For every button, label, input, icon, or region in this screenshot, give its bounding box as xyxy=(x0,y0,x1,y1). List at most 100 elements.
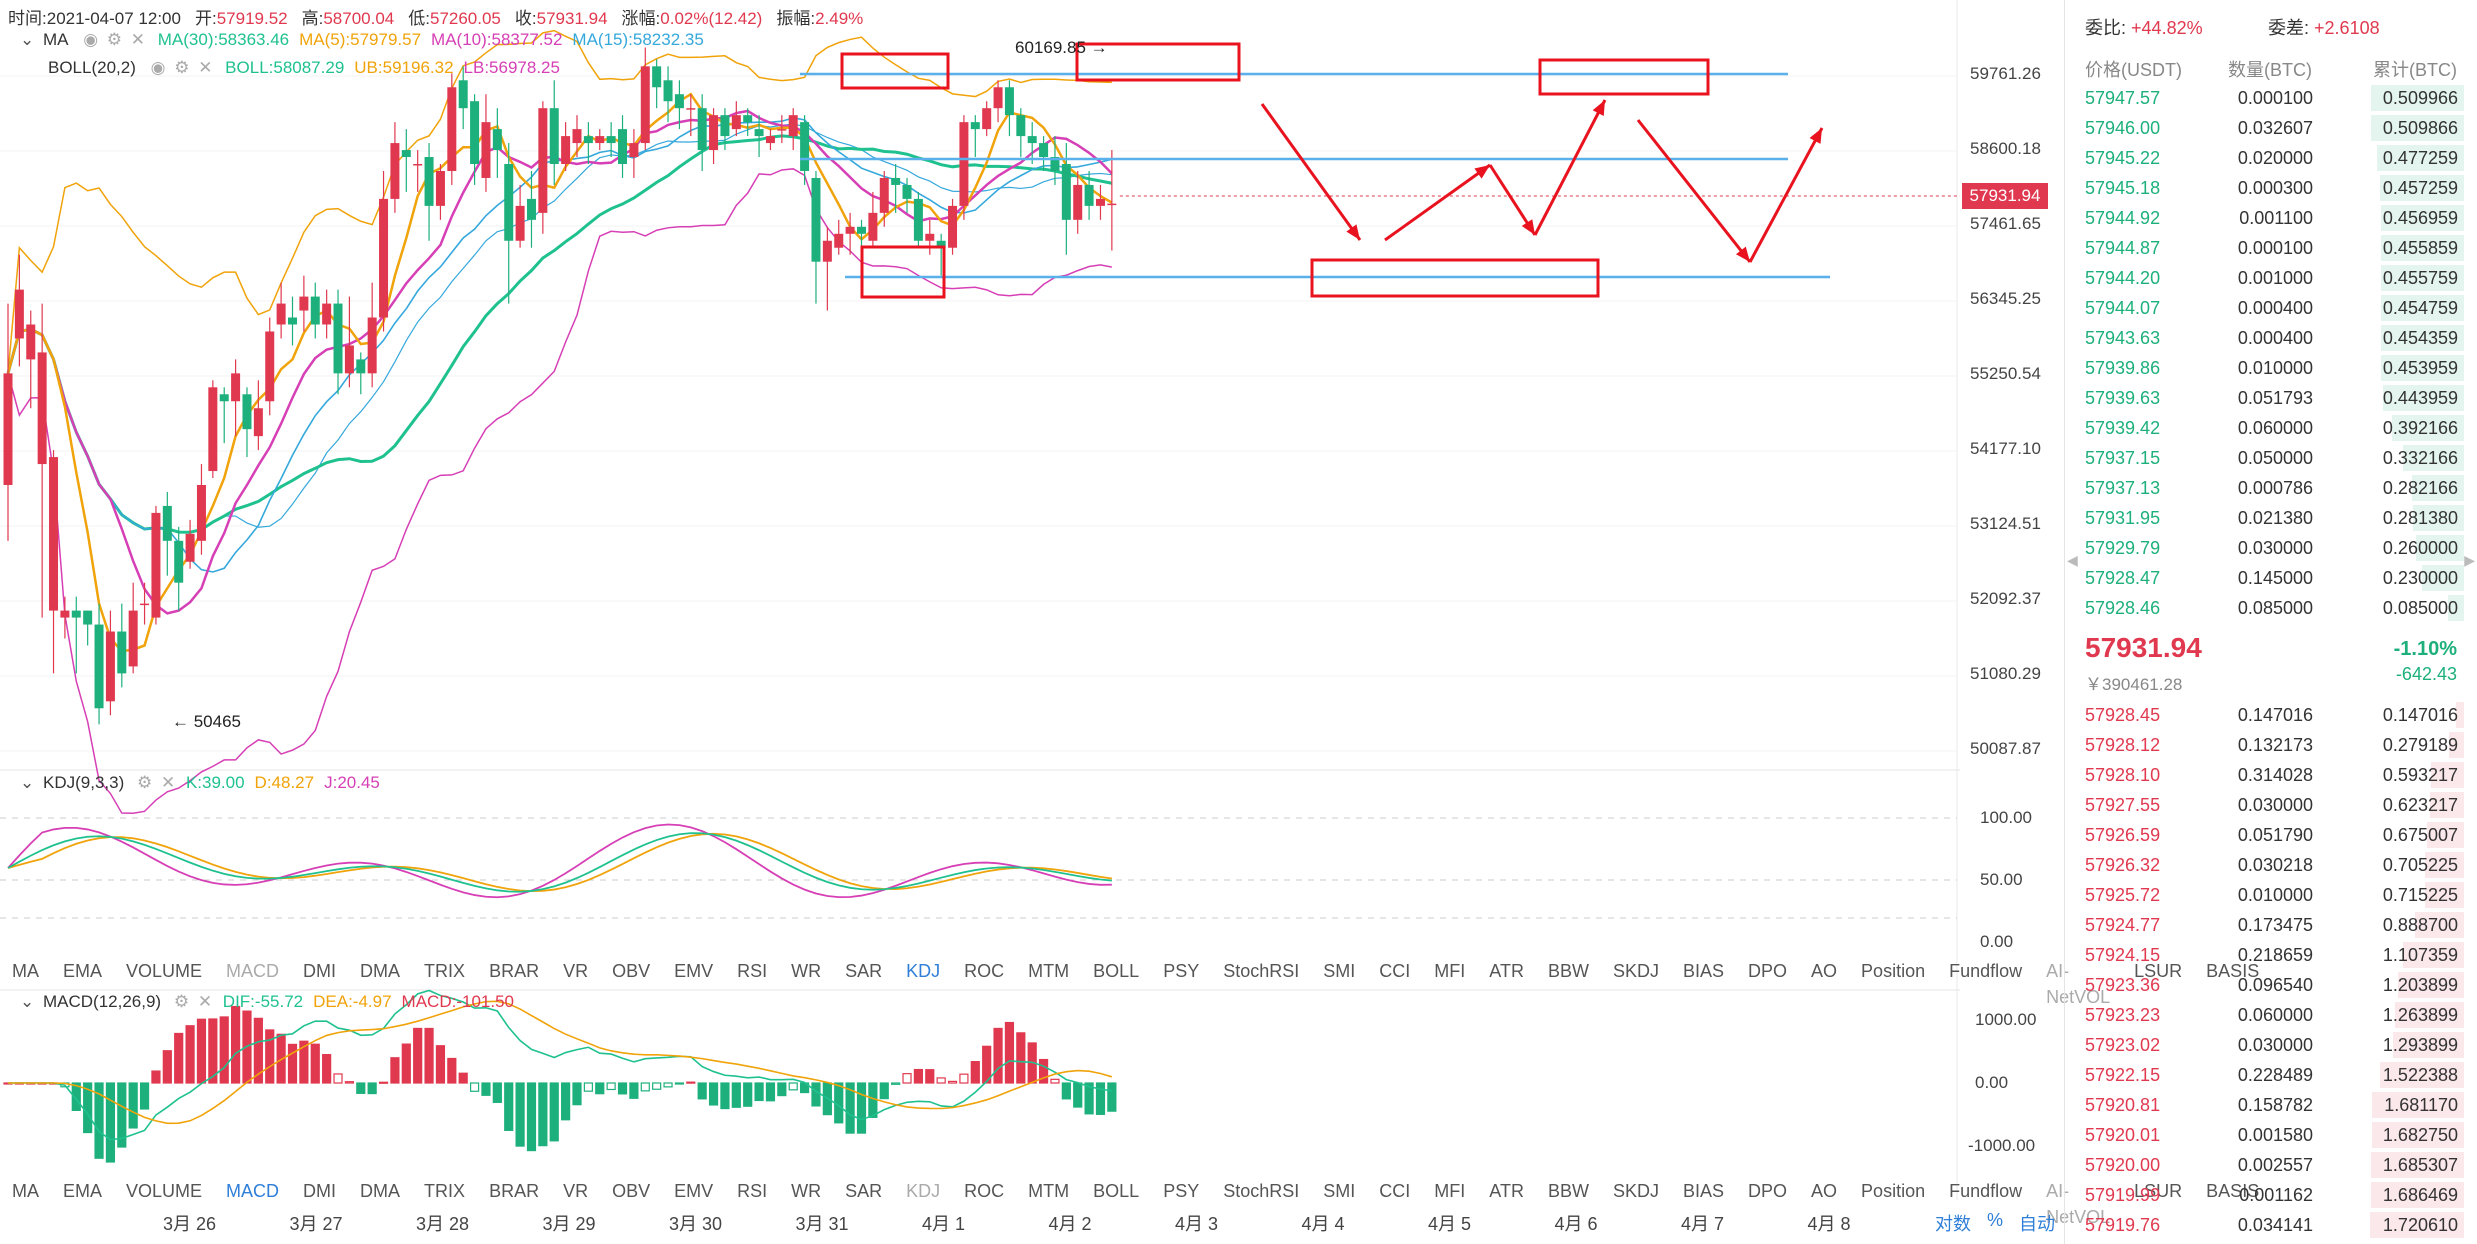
orderbook-row[interactable]: 57919.99 0.001162 1.686469 xyxy=(2065,1180,2477,1210)
orderbook-row[interactable]: 57947.57 0.000100 0.509966 xyxy=(2065,83,2477,113)
orderbook-row[interactable]: 57944.20 0.001000 0.455759 xyxy=(2065,263,2477,293)
orderbook-row[interactable]: 57928.47 0.145000 0.230000 xyxy=(2065,563,2477,593)
tab-brar[interactable]: BRAR xyxy=(489,1181,540,1201)
tab-stochrsi[interactable]: StochRSI xyxy=(1223,1181,1300,1201)
orderbook-row[interactable]: 57929.79 0.030000 0.260000 xyxy=(2065,533,2477,563)
tab-roc[interactable]: ROC xyxy=(964,1181,1005,1201)
tab-atr[interactable]: ATR xyxy=(1489,1181,1524,1201)
tab-brar[interactable]: BRAR xyxy=(489,961,540,981)
orderbook-row[interactable]: 57922.15 0.228489 1.522388 xyxy=(2065,1060,2477,1090)
tab-trix[interactable]: TRIX xyxy=(424,961,466,981)
tab-rsi[interactable]: RSI xyxy=(737,1181,768,1201)
tab-vr[interactable]: VR xyxy=(563,961,589,981)
tab-macd[interactable]: MACD xyxy=(226,961,280,981)
tab-cci[interactable]: CCI xyxy=(1379,961,1411,981)
orderbook-row[interactable]: 57920.01 0.001580 1.682750 xyxy=(2065,1120,2477,1150)
tab-bbw[interactable]: BBW xyxy=(1547,1181,1589,1201)
tab-bias[interactable]: BIAS xyxy=(1682,1181,1725,1201)
indicator-tabs-top[interactable]: MA EMA VOLUME MACD DMI DMA TRIX BRAR VR OBV EMV RSI… xyxy=(0,958,2259,1007)
close-icon[interactable]: ✕ xyxy=(160,773,176,792)
collapse-chevron-icon[interactable]: ⌄ xyxy=(20,992,35,1011)
tab-ema[interactable]: EMA xyxy=(63,961,103,981)
orderbook-row[interactable]: 57946.00 0.032607 0.509866 xyxy=(2065,113,2477,143)
tab-wr[interactable]: WR xyxy=(791,1181,822,1201)
tab-trix[interactable]: TRIX xyxy=(424,1181,466,1201)
tab-boll[interactable]: BOLL xyxy=(1093,1181,1140,1201)
tab-emv[interactable]: EMV xyxy=(674,961,714,981)
orderbook-row[interactable]: 57944.92 0.001100 0.456959 xyxy=(2065,203,2477,233)
tab-dmi[interactable]: DMI xyxy=(303,961,337,981)
tab-roc[interactable]: ROC xyxy=(964,961,1005,981)
tab-psy[interactable]: PSY xyxy=(1163,961,1200,981)
tab-basis[interactable]: BASIS xyxy=(2206,961,2260,981)
tab-emv[interactable]: EMV xyxy=(674,1181,714,1201)
indicator-tabs-bottom[interactable]: MA EMA VOLUME MACD DMI DMA TRIX BRAR VR OBV EMV RSI… xyxy=(0,1178,2259,1227)
orderbook-row[interactable]: 57920.00 0.002557 1.685307 xyxy=(2065,1150,2477,1180)
eye-icon[interactable]: ◉ xyxy=(83,30,99,49)
orderbook-row[interactable]: 57926.59 0.051790 0.675007 xyxy=(2065,820,2477,850)
orderbook-row[interactable]: 57939.86 0.010000 0.453959 xyxy=(2065,353,2477,383)
tab-skdj[interactable]: SKDJ xyxy=(1612,1181,1659,1201)
tab-sar[interactable]: SAR xyxy=(845,961,883,981)
orderbook-row[interactable]: 57926.32 0.030218 0.705225 xyxy=(2065,850,2477,880)
tab-obv[interactable]: OBV xyxy=(612,961,651,981)
orderbook-row[interactable]: 57944.07 0.000400 0.454759 xyxy=(2065,293,2477,323)
orderbook-row[interactable]: 57943.63 0.000400 0.454359 xyxy=(2065,323,2477,353)
close-icon[interactable]: ✕ xyxy=(198,58,213,77)
tab-ai-netvol[interactable]: AI-NetVOL xyxy=(2046,961,2111,1007)
tab-boll[interactable]: BOLL xyxy=(1093,961,1140,981)
orderbook-row[interactable]: 57924.15 0.218659 1.107359 xyxy=(2065,940,2477,970)
close-icon[interactable]: ✕ xyxy=(197,992,213,1011)
tab-fundflow[interactable]: Fundflow xyxy=(1949,961,2023,981)
orderbook-row[interactable]: 57931.95 0.021380 0.281380 xyxy=(2065,503,2477,533)
tab-dmi[interactable]: DMI xyxy=(303,1181,337,1201)
tab-smi[interactable]: SMI xyxy=(1323,1181,1356,1201)
orderbook-row[interactable]: 57924.77 0.173475 0.888700 xyxy=(2065,910,2477,940)
tab-ao[interactable]: AO xyxy=(1811,961,1838,981)
tab-basis[interactable]: BASIS xyxy=(2206,1181,2260,1201)
settings-gear-icon[interactable]: ⚙ xyxy=(106,30,123,49)
percent-scale-button[interactable]: % xyxy=(1987,1210,2004,1230)
collapse-left-arrow-icon[interactable]: ◀ xyxy=(2067,552,2078,568)
tab-fundflow[interactable]: Fundflow xyxy=(1949,1181,2023,1201)
tab-ma[interactable]: MA xyxy=(12,1181,39,1201)
settings-gear-icon[interactable]: ⚙ xyxy=(174,58,190,77)
tab-lsur[interactable]: LSUR xyxy=(2134,1181,2183,1201)
tab-psy[interactable]: PSY xyxy=(1163,1181,1200,1201)
tab-mfi[interactable]: MFI xyxy=(1434,1181,1466,1201)
orderbook-row[interactable]: 57937.15 0.050000 0.332166 xyxy=(2065,443,2477,473)
orderbook-row[interactable]: 57923.23 0.060000 1.263899 xyxy=(2065,1000,2477,1030)
tab-vr[interactable]: VR xyxy=(563,1181,589,1201)
log-scale-button[interactable]: 对数 xyxy=(1935,1214,1971,1234)
tab-kdj[interactable]: KDJ xyxy=(906,961,941,981)
orderbook-row[interactable]: 57920.81 0.158782 1.681170 xyxy=(2065,1090,2477,1120)
tab-cci[interactable]: CCI xyxy=(1379,1181,1411,1201)
eye-icon[interactable]: ◉ xyxy=(150,58,166,77)
tab-mfi[interactable]: MFI xyxy=(1434,961,1466,981)
tab-atr[interactable]: ATR xyxy=(1489,961,1524,981)
orderbook-row[interactable]: 57927.55 0.030000 0.623217 xyxy=(2065,790,2477,820)
orderbook-row[interactable]: 57923.02 0.030000 1.293899 xyxy=(2065,1030,2477,1060)
orderbook-row[interactable]: 57939.42 0.060000 0.392166 xyxy=(2065,413,2477,443)
tab-lsur[interactable]: LSUR xyxy=(2134,961,2183,981)
orderbook-row[interactable]: 57939.63 0.051793 0.443959 xyxy=(2065,383,2477,413)
close-icon[interactable]: ✕ xyxy=(130,30,146,49)
orderbook-row[interactable]: 57923.36 0.096540 1.203899 xyxy=(2065,970,2477,1000)
tab-smi[interactable]: SMI xyxy=(1323,961,1356,981)
tab-ema[interactable]: EMA xyxy=(63,1181,103,1201)
tab-volume[interactable]: VOLUME xyxy=(126,1181,203,1201)
tab-dma[interactable]: DMA xyxy=(360,961,401,981)
tab-dpo[interactable]: DPO xyxy=(1748,961,1788,981)
tab-mtm[interactable]: MTM xyxy=(1028,961,1070,981)
collapse-chevron-icon[interactable]: ⌄ xyxy=(20,773,35,792)
tab-ai-netvol[interactable]: AI-NetVOL xyxy=(2046,1181,2111,1227)
tab-mtm[interactable]: MTM xyxy=(1028,1181,1070,1201)
tab-kdj[interactable]: KDJ xyxy=(906,1181,941,1201)
settings-gear-icon[interactable]: ⚙ xyxy=(136,773,153,792)
tab-bias[interactable]: BIAS xyxy=(1682,961,1725,981)
tab-skdj[interactable]: SKDJ xyxy=(1612,961,1659,981)
tab-stochrsi[interactable]: StochRSI xyxy=(1223,961,1300,981)
tab-wr[interactable]: WR xyxy=(791,961,822,981)
tab-ma[interactable]: MA xyxy=(12,961,39,981)
tab-dpo[interactable]: DPO xyxy=(1748,1181,1788,1201)
